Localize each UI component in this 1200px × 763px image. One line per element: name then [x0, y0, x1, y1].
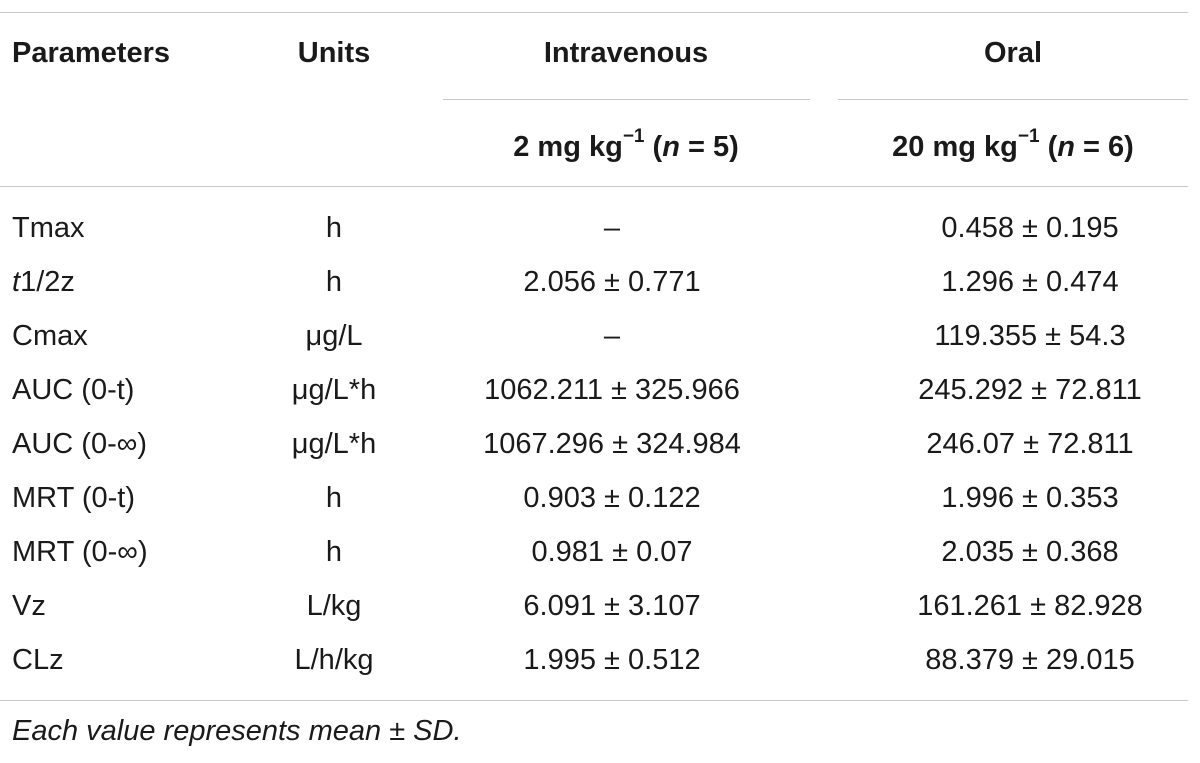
row-parameter: AUC (0-t) [12, 374, 135, 406]
row-parameter: MRT (0-∞) [12, 536, 148, 568]
row-unit: h [325, 536, 343, 568]
row-unit: μg/L [305, 320, 363, 352]
row-unit: μg/L*h [291, 374, 377, 406]
row-unit: L/kg [306, 590, 362, 622]
row-oral: 119.355 ± 54.3 [934, 320, 1126, 352]
row-parameter: AUC (0-∞) [12, 428, 148, 460]
subheader-intravenous-dose: 2 mg kg−1 (n = 5) [513, 126, 739, 163]
row-unit: h [325, 482, 343, 514]
row-intravenous: 2.056 ± 0.771 [523, 266, 701, 298]
row-oral: 1.996 ± 0.353 [941, 482, 1119, 514]
oral-group-rule [838, 99, 1188, 100]
row-unit: L/h/kg [294, 644, 374, 676]
intravenous-group-rule [443, 99, 810, 100]
table-footnote: Each value represents mean ± SD. [12, 715, 462, 747]
row-parameter: t1/2z [12, 266, 75, 298]
subheader-oral-dose: 20 mg kg−1 (n = 6) [892, 126, 1134, 163]
row-oral: 161.261 ± 82.928 [917, 590, 1143, 622]
row-intravenous: 1067.296 ± 324.984 [483, 428, 741, 460]
body-bottom-rule [0, 700, 1188, 701]
top-rule [0, 12, 1188, 13]
header-parameters: Parameters [12, 37, 170, 69]
row-intravenous: 6.091 ± 3.107 [523, 590, 701, 622]
header-bottom-rule [0, 186, 1188, 187]
row-unit: h [325, 266, 343, 298]
row-intravenous: – [603, 212, 621, 244]
row-parameter: Vz [12, 590, 46, 622]
header-oral: Oral [983, 37, 1043, 69]
row-unit: h [325, 212, 343, 244]
row-parameter: MRT (0-t) [12, 482, 135, 514]
row-oral: 245.292 ± 72.811 [918, 374, 1142, 406]
row-intravenous: 1062.211 ± 325.966 [484, 374, 740, 406]
row-oral: 1.296 ± 0.474 [941, 266, 1119, 298]
row-intravenous: 0.981 ± 0.07 [531, 536, 693, 568]
row-intravenous: 1.995 ± 0.512 [523, 644, 701, 676]
row-intravenous: – [603, 320, 621, 352]
row-oral: 246.07 ± 72.811 [926, 428, 1134, 460]
header-intravenous: Intravenous [543, 37, 709, 69]
row-parameter: CLz [12, 644, 64, 676]
row-intravenous: 0.903 ± 0.122 [523, 482, 701, 514]
row-unit: μg/L*h [291, 428, 377, 460]
header-units: Units [297, 37, 371, 69]
row-parameter: Cmax [12, 320, 88, 352]
row-oral: 0.458 ± 0.195 [941, 212, 1119, 244]
row-oral: 2.035 ± 0.368 [941, 536, 1119, 568]
row-oral: 88.379 ± 29.015 [925, 644, 1135, 676]
row-parameter: Tmax [12, 212, 85, 244]
